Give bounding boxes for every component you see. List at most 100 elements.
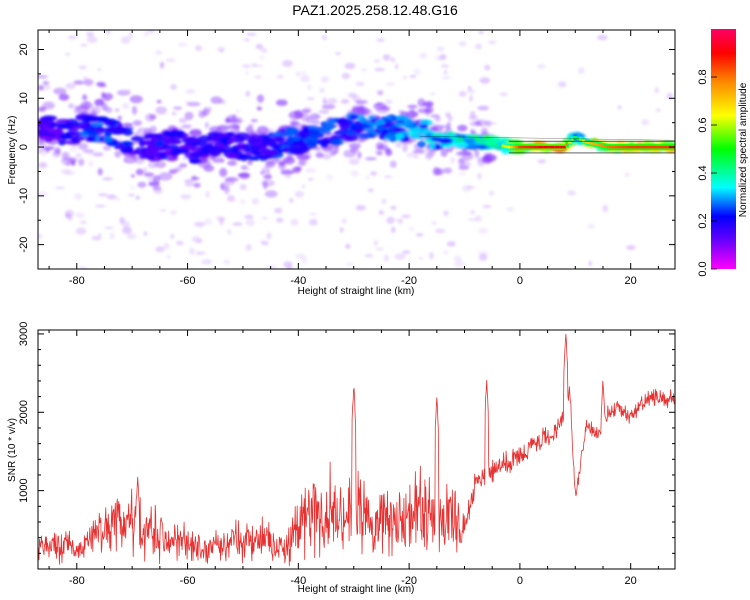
spectrogram-ridge-blob [91,122,104,127]
spectrogram-speckle [373,240,378,247]
spectrogram-speckle [260,47,268,53]
spectrogram-ridge-core [501,144,506,148]
spectrogram-ridge-core [534,145,539,149]
spectrogram-speckle [567,190,576,196]
spectrogram-ridge-core [521,145,525,149]
snr-y-tick-label: 3000 [18,322,30,346]
spectrogram-speckle [478,227,489,234]
spectrogram-speckle [488,40,497,44]
spectrogram-speckle [467,85,472,91]
spectrogram-ridge-core [504,145,508,148]
spectrogram-speckle [344,62,356,70]
spectrogram-blob [132,120,143,126]
spectrogram-blob [137,181,147,188]
spectrogram-speckle [335,52,342,55]
spectrogram-speckle [95,204,106,208]
spectrogram-blob [459,150,472,156]
spectrogram-ridge-blob [48,128,57,134]
spectrogram-speckle [128,32,133,39]
spectrogram-blob [245,126,254,133]
spectrogram-ridge-core [565,143,569,146]
spectrogram-blob [311,119,321,126]
spectrogram-speckle [259,56,265,59]
spectrogram-speckle [88,160,94,167]
spectrogram-panel: -80 -60 -40 -20 0 20 -20 -10 0 10 20 Height of st… [7,29,676,297]
spectrogram-ridge-core [609,145,614,149]
spectrogram-speckle [436,46,445,52]
spectrogram-speckle [60,168,71,175]
spectrogram-ridge-blob [56,118,71,124]
spectrogram-ridge-blob [272,144,283,149]
spectrogram-y-tick-label: -10 [18,188,30,204]
spectrogram-speckle [308,177,314,181]
spectrogram-blob [97,168,103,176]
spectrogram-ridge-blob [225,152,240,160]
spectrogram-y-tick-label: 0 [18,144,30,150]
spectrogram-speckle [243,214,254,219]
spectrogram-blob [430,126,439,132]
spectrogram-ridge-blob [189,159,202,164]
spectrogram-speckle [419,52,427,59]
spectrogram-blob [357,137,365,143]
spectrogram-ridge-core [570,138,575,141]
spectrogram-ridge-core [510,145,514,149]
spectrogram-ridge-blob [38,129,48,133]
spectrogram-speckle [301,183,306,189]
spectrogram-ridge-core [576,137,580,140]
spectrogram-ridge-core [618,145,622,149]
spectrogram-blob [477,160,486,167]
colorbar: 0.0 0.2 0.4 0.6 0.8 Normalized spectral ampl… [697,29,749,277]
spectrogram-speckle [361,68,367,72]
spectrogram-speckle [245,90,251,97]
spectrogram-ridge-core [546,145,550,149]
spectrogram-ridge-core [559,145,564,149]
spectrogram-y-tick-label: 20 [18,43,30,55]
spectrogram-ridge-blob [339,122,351,130]
spectrogram-ridge-core [568,140,572,144]
colorbar-tick-label: 0.8 [697,69,709,84]
spectrogram-blob [80,101,93,110]
spectrogram-blob [73,80,85,85]
spectrogram-speckle [245,218,255,227]
spectrogram-blob [278,161,286,171]
spectrogram-speckle [65,52,70,56]
snr-panel: -80 -60 -40 -20 0 20 1000 2000 3000 Height of s… [7,322,676,595]
spectrogram-speckle [447,115,453,122]
spectrogram-speckle [97,233,102,237]
spectrogram-blob [280,169,294,175]
spectrogram-speckle [306,97,315,100]
spectrogram-ridge-core [631,145,636,149]
spectrogram-speckle [341,218,347,224]
spectrogram-blob [130,174,136,178]
spectrogram-speckle [466,89,476,94]
spectrogram-speckle [232,222,243,226]
spectrogram-speckle [79,220,87,225]
spectrogram-ridge-core [659,145,663,149]
spectrogram-speckle [177,42,187,47]
spectrogram-ridge-core [543,145,547,149]
spectrogram-ridge-core [634,145,638,149]
spectrogram-speckle [376,37,385,43]
spectrogram-speckle [82,76,88,81]
spectrogram-speckle [194,221,206,227]
spectrogram-ridge-blob [360,117,368,124]
spectrogram-speckle [259,240,269,244]
spectrogram-blob [485,120,492,127]
spectrogram-blob [174,166,183,172]
spectrogram-ridge-blob [375,119,386,126]
spectrogram-speckle [245,244,252,252]
spectrogram-y-axis-label: Frequency (Hz) [7,116,18,185]
snr-x-tick-label: -40 [290,575,306,587]
spectrogram-x-tick-label: -40 [290,275,306,287]
spectrogram-x-tick-label: 20 [625,275,637,287]
spectrogram-ridge-core [529,145,533,149]
spectrogram-speckle [395,63,398,70]
spectrogram-speckle [482,204,491,209]
spectrogram-ridge-blob [250,144,261,150]
spectrogram-speckle [254,75,262,79]
spectrogram-speckle [469,95,473,102]
snr-x-tick-label: -60 [180,575,196,587]
spectrogram-speckle [537,64,546,69]
spectrogram-ridge-core [590,142,594,145]
snr-y-axis-label: SNR (10 * v/v) [7,418,18,482]
